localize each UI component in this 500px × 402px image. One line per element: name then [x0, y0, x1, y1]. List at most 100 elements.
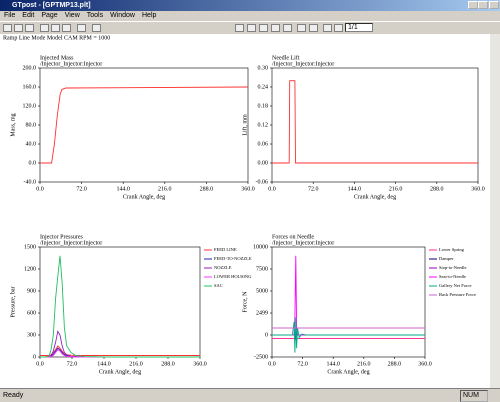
y-tick-label: 600 [27, 310, 36, 316]
legend-label: LOWER HOUSING [214, 274, 252, 279]
y-tick-label: 120.0 [23, 103, 37, 109]
next-page-button[interactable] [271, 24, 280, 32]
legend-label: FEED LINE [214, 247, 237, 252]
y-tick-label: 0.0 [29, 160, 37, 166]
close-button[interactable] [489, 1, 499, 9]
y-axis-label: Mass, mg [10, 113, 16, 136]
paste-button[interactable] [62, 24, 71, 32]
legend-label: Stop-to-Needle [439, 265, 467, 270]
x-tick-label: 72.0 [67, 361, 78, 367]
prev-page-button[interactable] [247, 24, 256, 32]
y-axis-label: Force, N [242, 291, 248, 313]
menu-item[interactable]: Tools [86, 12, 104, 19]
num-indicator: NUM [460, 390, 488, 402]
y-tick-label: 0 [33, 354, 36, 360]
minimize-button[interactable] [468, 1, 478, 9]
y-tick-label: 1500 [24, 244, 36, 250]
menu-item[interactable]: Page [41, 12, 58, 19]
series-line [272, 80, 478, 164]
window-title: GTpost - [GPTMP13.plt] [12, 2, 91, 9]
new-button[interactable] [3, 24, 12, 32]
zoom-in-button[interactable] [297, 24, 306, 32]
y-tick-label: 0.00 [258, 160, 269, 166]
help-button[interactable] [92, 24, 101, 32]
y-tick-label: 1200 [24, 266, 36, 272]
x-tick-label: 216.0 [389, 186, 403, 192]
menu-item[interactable]: Edit [22, 12, 35, 19]
y-tick-label: 10000 [253, 244, 268, 250]
menu-item[interactable]: View [64, 12, 80, 19]
y-tick-label: -40.0 [24, 179, 37, 185]
x-tick-label: 144.0 [97, 361, 111, 367]
maximize-button[interactable] [478, 1, 488, 9]
x-tick-label: 216.0 [357, 361, 371, 367]
scrollbar[interactable] [490, 34, 500, 388]
y-tick-label: 900 [27, 288, 36, 294]
plot-frame [271, 67, 479, 183]
y-tick-label: 0.18 [258, 103, 269, 109]
cut-button[interactable] [40, 24, 49, 32]
zoom-out-button[interactable] [309, 24, 318, 32]
legend-label: FEED-TO-NOZZLE [214, 256, 252, 261]
page-field[interactable]: 1/1 [345, 23, 373, 32]
menu-item[interactable]: Help [142, 12, 157, 19]
x-tick-label: 72.0 [76, 186, 87, 192]
back-button[interactable] [323, 24, 332, 32]
y-tick-label: 0.06 [258, 141, 269, 147]
y-tick-label: 0.12 [258, 122, 269, 128]
legend-label: Lower Spring [439, 247, 465, 252]
y-axis-label: Pressure, bar [10, 287, 16, 318]
status-bar: Ready NUM [0, 388, 500, 402]
y-tick-label: 0 [265, 332, 268, 338]
x-tick-label: 144.0 [348, 186, 362, 192]
x-tick-label: 360.0 [193, 361, 207, 367]
open-button[interactable] [14, 24, 23, 32]
y-tick-label: 160.0 [23, 84, 37, 90]
chart-subtitle: /Injector_Injector:Injector [272, 61, 334, 67]
series-line [272, 317, 425, 353]
x-tick-label: 360.0 [241, 186, 255, 192]
y-axis-label: Lift, mm [241, 114, 248, 136]
y-tick-label: -2500 [254, 354, 268, 360]
y-tick-label: -0.06 [256, 179, 269, 185]
y-tick-label: 0.24 [258, 84, 269, 90]
legend-label: Seat-to-Needle [439, 274, 466, 279]
x-tick-label: 0.0 [36, 186, 44, 192]
chart-title: Needle Lift [272, 54, 300, 61]
status-text: Ready [3, 392, 24, 399]
stop-button[interactable] [259, 24, 268, 32]
plot-frame [39, 246, 201, 358]
x-axis-label: Crank Angle, deg [327, 369, 369, 375]
title-bar: GTpost - [GPTMP13.plt] [0, 0, 500, 11]
first-page-button[interactable] [235, 24, 244, 32]
chart-title: Injector Pressures [40, 234, 83, 240]
plot-frame [271, 246, 426, 358]
menu-item[interactable]: File [4, 12, 16, 19]
x-axis-label: Crank Angle, deg [354, 194, 396, 200]
x-tick-label: 144.0 [116, 186, 130, 192]
x-tick-label: 0.0 [268, 361, 276, 367]
legend-label: Gallery Net Force [439, 283, 472, 288]
x-tick-label: 216.0 [129, 361, 143, 367]
x-tick-label: 288.0 [430, 186, 444, 192]
x-axis-label: Crank Angle, deg [123, 194, 165, 200]
series-line [40, 86, 249, 164]
x-tick-label: 288.0 [200, 186, 214, 192]
x-tick-label: 72.0 [308, 186, 319, 192]
chart-title: Forces on Needle [272, 234, 314, 240]
x-tick-label: 288.0 [161, 361, 175, 367]
x-tick-label: 288.0 [388, 361, 402, 367]
y-tick-label: 7500 [256, 266, 268, 272]
forward-button[interactable] [334, 24, 343, 32]
y-tick-label: 300 [27, 332, 36, 338]
copy-button[interactable] [51, 24, 60, 32]
print-button[interactable] [77, 24, 86, 32]
legend-label: SAC [214, 283, 223, 288]
save-button[interactable] [25, 24, 34, 32]
plot-frame [39, 67, 249, 183]
menu-item[interactable]: Window [110, 12, 135, 19]
y-tick-label: 2499 [256, 310, 268, 316]
legend-label: Damper [439, 256, 454, 261]
x-tick-label: 0.0 [36, 361, 44, 367]
last-page-button[interactable] [283, 24, 292, 32]
